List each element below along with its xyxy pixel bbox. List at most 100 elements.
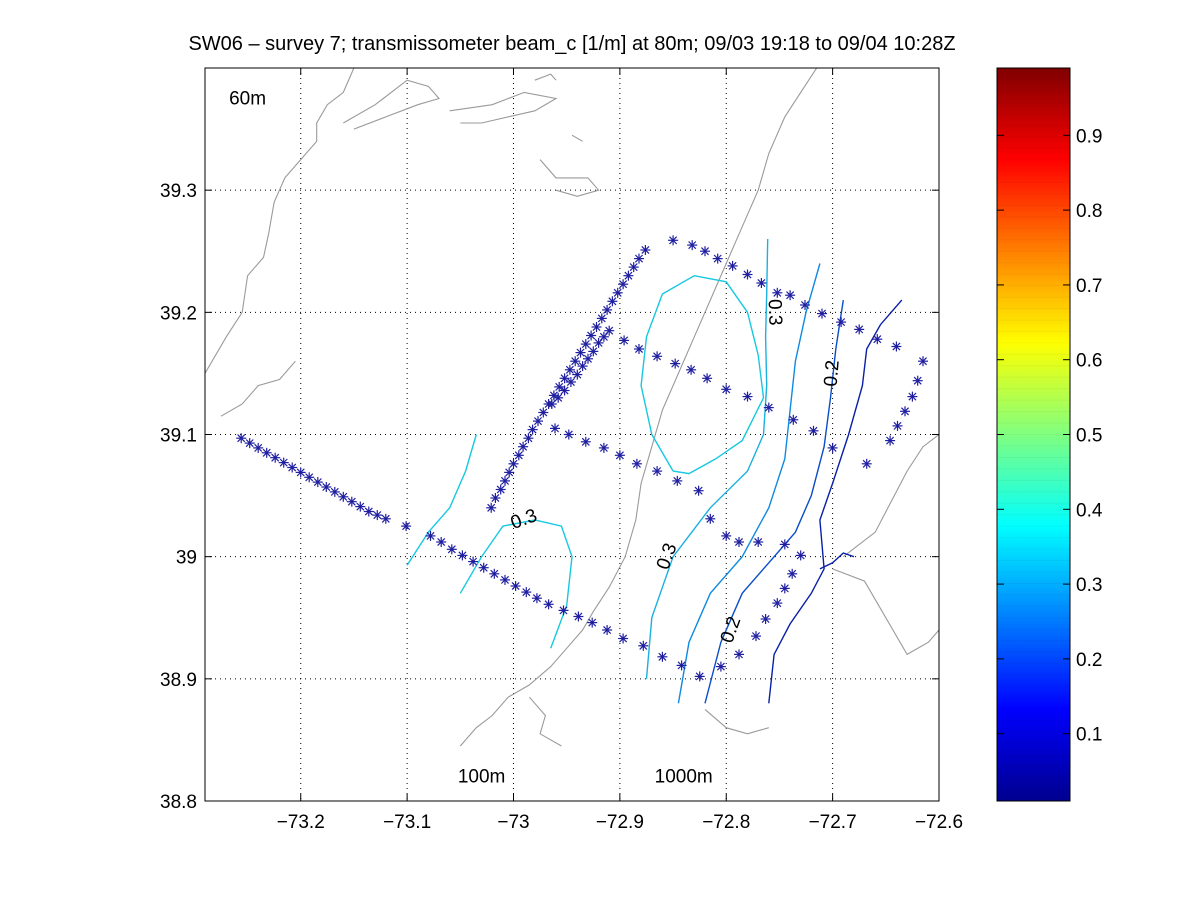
station-marker xyxy=(287,462,298,473)
station-marker xyxy=(700,246,710,257)
station-marker xyxy=(715,661,726,672)
station-marker xyxy=(580,339,591,350)
station-marker xyxy=(558,605,569,616)
station-marker xyxy=(565,377,576,387)
station-marker xyxy=(763,402,774,413)
station-marker xyxy=(591,322,602,332)
station-marker xyxy=(705,513,716,524)
station-marker xyxy=(270,452,281,463)
station-marker xyxy=(401,521,412,532)
station-marker xyxy=(892,420,903,431)
station-marker xyxy=(800,300,810,310)
station-marker xyxy=(918,356,928,367)
colorbar-bands xyxy=(997,78,1070,791)
station-marker xyxy=(907,391,918,402)
station-marker xyxy=(533,416,543,427)
station-marker xyxy=(244,438,255,449)
station-marker xyxy=(753,537,764,547)
station-marker xyxy=(510,581,521,591)
depth-label: 1000m xyxy=(655,767,713,788)
station-marker xyxy=(355,501,366,512)
contour-label: 0.3 xyxy=(764,299,786,326)
station-marker xyxy=(521,587,532,598)
x-tick-label: −73 xyxy=(497,812,529,833)
contour-line xyxy=(768,299,903,704)
station-marker xyxy=(619,335,630,346)
bathymetry-line xyxy=(832,568,939,656)
station-marker xyxy=(527,424,538,435)
contour-line xyxy=(819,552,855,570)
station-marker xyxy=(721,384,732,395)
station-marker xyxy=(588,346,599,357)
station-marker xyxy=(872,334,883,345)
station-marker xyxy=(721,530,732,541)
station-marker xyxy=(676,660,687,671)
station-marker xyxy=(756,278,767,288)
station-marker xyxy=(693,485,704,496)
station-marker xyxy=(564,364,575,375)
x-tick-label: −72.8 xyxy=(702,812,750,833)
station-marker xyxy=(346,496,357,507)
station-marker xyxy=(508,458,519,469)
station-marker xyxy=(457,550,468,561)
colorbar-tick-label: 0.3 xyxy=(1076,575,1102,596)
colorbar-tick-label: 0.1 xyxy=(1076,725,1102,746)
station-marker xyxy=(543,599,554,610)
station-marker xyxy=(785,290,796,301)
station-marker xyxy=(436,537,447,547)
station-marker xyxy=(602,625,613,635)
station-marker xyxy=(278,457,289,468)
station-marker xyxy=(607,296,618,307)
contour-line xyxy=(640,274,765,475)
station-marker xyxy=(486,502,497,513)
station-marker xyxy=(253,442,264,453)
station-marker xyxy=(577,361,588,372)
station-marker xyxy=(795,550,806,561)
colorbar-tick-label: 0.4 xyxy=(1076,500,1103,521)
station-marker xyxy=(329,486,340,497)
colorbar-tick-label: 0.6 xyxy=(1076,351,1102,372)
contour-line xyxy=(645,238,769,679)
bathymetry-line xyxy=(459,68,818,747)
station-marker xyxy=(779,539,790,550)
station-marker xyxy=(587,617,598,628)
station-marker xyxy=(861,458,872,469)
station-marker xyxy=(618,279,629,290)
station-marker xyxy=(772,287,783,298)
station-marker xyxy=(634,344,644,354)
station-marker xyxy=(563,429,574,440)
station-marker xyxy=(631,458,642,469)
station-marker xyxy=(687,240,698,251)
station-marker xyxy=(668,235,679,246)
station-marker xyxy=(295,467,306,478)
station-marker xyxy=(604,325,615,336)
station-marker xyxy=(261,447,272,458)
contour-line xyxy=(704,299,844,704)
station-marker xyxy=(734,537,744,547)
station-marker xyxy=(446,544,457,555)
depth-label: 100m xyxy=(458,767,506,788)
bathymetry-line xyxy=(343,79,440,130)
bathymetry-line xyxy=(220,360,296,417)
y-axis-ticks: 38.8 38.9 39 39.1 39.2 39.3 xyxy=(160,181,939,813)
bathymetry-line xyxy=(539,159,600,197)
station-marker xyxy=(885,435,896,446)
station-marker xyxy=(468,556,479,567)
station-marker xyxy=(580,436,591,447)
station-marker xyxy=(554,381,565,392)
station-marker xyxy=(236,433,247,444)
station-marker xyxy=(602,304,613,315)
station-marker xyxy=(628,262,639,273)
colorbar-tick-label: 0.9 xyxy=(1076,126,1102,147)
x-tick-label: −73.2 xyxy=(277,812,325,833)
station-marker xyxy=(634,253,644,264)
station-marker xyxy=(652,466,663,477)
station-marker xyxy=(425,530,436,541)
station-marker xyxy=(827,442,838,453)
station-marker xyxy=(614,450,625,461)
station-marker xyxy=(854,324,865,335)
station-marker xyxy=(900,406,910,417)
station-marker xyxy=(788,414,799,425)
